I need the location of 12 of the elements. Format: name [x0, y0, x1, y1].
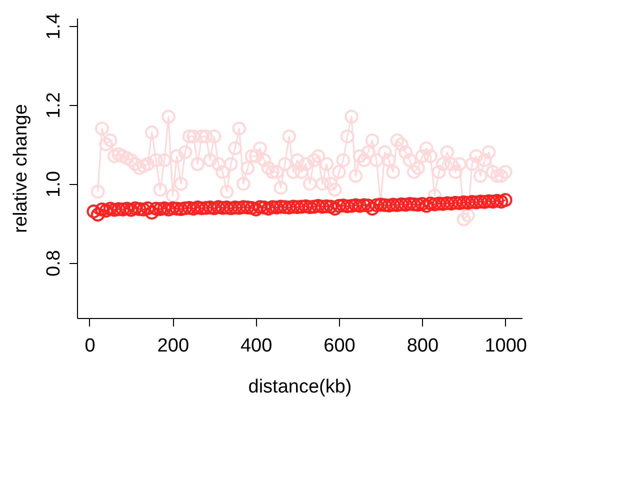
y-tick-label: 1.0 [44, 171, 64, 198]
y-tick-label: 1.4 [44, 12, 64, 40]
x-axis-title: distance(kb) [248, 376, 352, 398]
y-tick-label: 0.8 [44, 250, 64, 276]
x-tick-label: 1000 [484, 336, 528, 356]
x-tick-label: 200 [157, 336, 190, 356]
x-tick-label: 800 [406, 336, 439, 356]
x-tick-label: 400 [240, 336, 272, 356]
x-tick-label: 0 [84, 336, 96, 356]
x-tick-label: 600 [324, 336, 356, 356]
y-axis-title: relative change [10, 104, 32, 233]
y-tick-label: 1.2 [44, 92, 64, 119]
